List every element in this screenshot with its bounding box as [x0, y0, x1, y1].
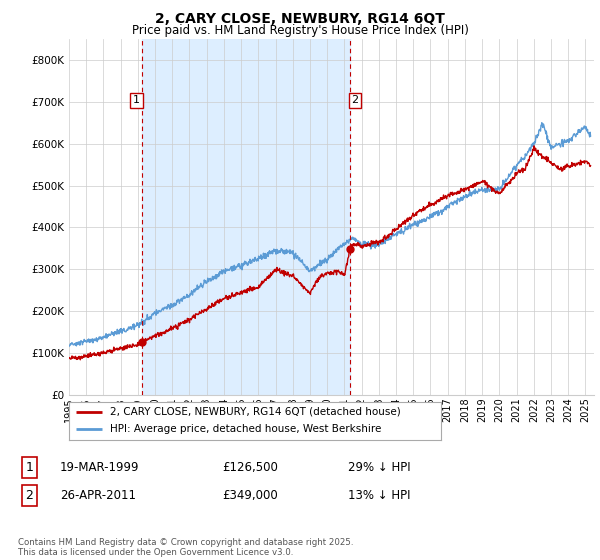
Text: 29% ↓ HPI: 29% ↓ HPI — [348, 461, 410, 474]
Text: 19-MAR-1999: 19-MAR-1999 — [60, 461, 139, 474]
Text: £126,500: £126,500 — [222, 461, 278, 474]
Text: 2, CARY CLOSE, NEWBURY, RG14 6QT: 2, CARY CLOSE, NEWBURY, RG14 6QT — [155, 12, 445, 26]
Text: 2, CARY CLOSE, NEWBURY, RG14 6QT (detached house): 2, CARY CLOSE, NEWBURY, RG14 6QT (detach… — [110, 407, 401, 417]
Text: Price paid vs. HM Land Registry's House Price Index (HPI): Price paid vs. HM Land Registry's House … — [131, 24, 469, 36]
Text: 26-APR-2011: 26-APR-2011 — [60, 489, 136, 502]
Text: 2: 2 — [25, 489, 34, 502]
Bar — [142, 39, 350, 395]
Text: £349,000: £349,000 — [222, 489, 278, 502]
Text: 1: 1 — [133, 95, 140, 105]
Text: 1: 1 — [25, 461, 34, 474]
Text: 13% ↓ HPI: 13% ↓ HPI — [348, 489, 410, 502]
Text: 2: 2 — [352, 95, 359, 105]
Text: HPI: Average price, detached house, West Berkshire: HPI: Average price, detached house, West… — [110, 424, 381, 435]
Text: Contains HM Land Registry data © Crown copyright and database right 2025.
This d: Contains HM Land Registry data © Crown c… — [18, 538, 353, 557]
